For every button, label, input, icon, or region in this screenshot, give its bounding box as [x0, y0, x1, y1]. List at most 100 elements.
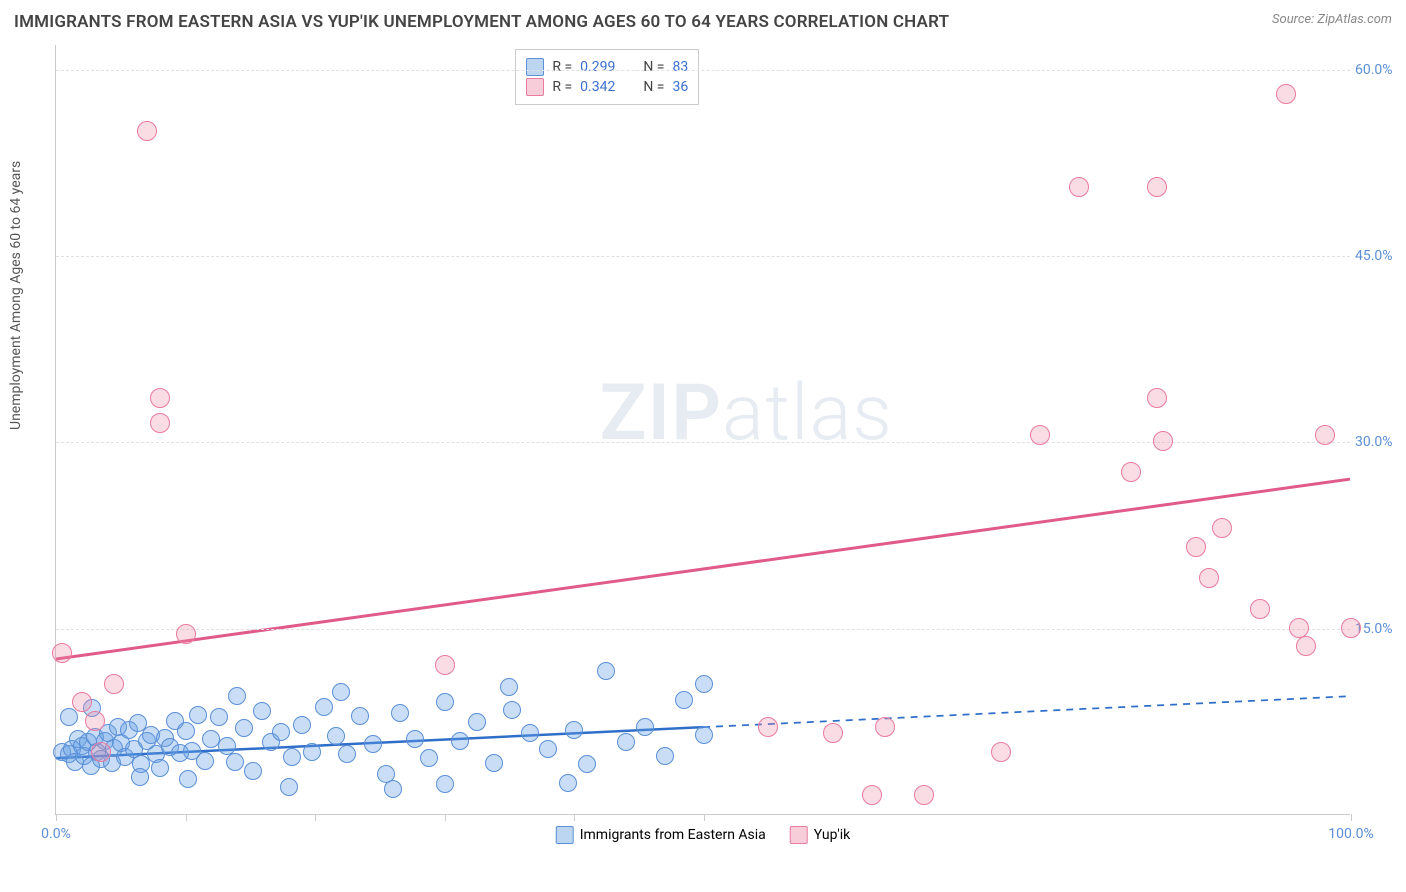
scatter-point — [500, 678, 518, 696]
series-legend-item: Immigrants from Eastern Asia — [556, 826, 766, 844]
scatter-point — [1147, 177, 1167, 197]
scatter-point — [226, 753, 244, 771]
legend-n-label: N = — [643, 59, 664, 75]
scatter-point — [151, 759, 169, 777]
x-tick — [704, 814, 705, 821]
scatter-point — [210, 708, 228, 726]
legend-row: R = 0.342 N = 36 — [526, 78, 688, 96]
correlation-legend: R =0.299N =83R =0.342N =36 — [515, 49, 699, 105]
scatter-point — [559, 774, 577, 792]
scatter-point — [177, 722, 195, 740]
scatter-point — [1276, 84, 1296, 104]
x-tick — [56, 814, 57, 821]
scatter-point — [150, 388, 170, 408]
scatter-point — [451, 732, 469, 750]
scatter-point — [503, 701, 521, 719]
scatter-point — [1153, 431, 1173, 451]
scatter-point — [327, 727, 345, 745]
y-axis-label: Unemployment Among Ages 60 to 64 years — [8, 161, 24, 430]
scatter-point — [1296, 636, 1316, 656]
scatter-point — [521, 724, 539, 742]
series-legend: Immigrants from Eastern Asia Yup'ik — [556, 826, 851, 844]
scatter-point — [179, 770, 197, 788]
legend-row: R =0.299N =83 — [526, 58, 688, 76]
legend-swatch — [556, 826, 574, 844]
scatter-point — [283, 748, 301, 766]
scatter-point — [228, 687, 246, 705]
scatter-point — [636, 718, 654, 736]
scatter-point — [675, 691, 693, 709]
scatter-point — [1069, 177, 1089, 197]
title-bar: IMMIGRANTS FROM EASTERN ASIA VS YUP'IK U… — [14, 12, 1392, 32]
scatter-point — [196, 752, 214, 770]
y-tick-label: 30.0% — [1355, 434, 1406, 450]
watermark-bold: ZIP — [599, 368, 722, 459]
x-tick — [315, 814, 316, 821]
scatter-point — [468, 713, 486, 731]
chart-title: IMMIGRANTS FROM EASTERN ASIA VS YUP'IK U… — [14, 12, 949, 32]
scatter-point — [351, 707, 369, 725]
series-name: Yup'ik — [814, 827, 850, 843]
legend-n-value: 83 — [672, 59, 688, 75]
scatter-point — [303, 743, 321, 761]
gridline — [56, 70, 1350, 71]
scatter-point — [656, 747, 674, 765]
legend-n-value: 36 — [672, 79, 688, 95]
x-tick — [445, 814, 446, 821]
scatter-point — [991, 742, 1011, 762]
y-tick-label: 60.0% — [1355, 62, 1406, 78]
scatter-point — [338, 745, 356, 763]
scatter-point — [420, 749, 438, 767]
x-tick-label: 0.0% — [41, 826, 71, 842]
scatter-point — [1030, 425, 1050, 445]
legend-n-label: N = — [643, 79, 664, 95]
scatter-point — [131, 768, 149, 786]
scatter-point — [315, 698, 333, 716]
source-attribution: Source: ZipAtlas.com — [1272, 12, 1392, 27]
scatter-point — [189, 706, 207, 724]
y-tick-label: 15.0% — [1355, 621, 1406, 637]
legend-r-label: R = — [552, 59, 572, 75]
gridline — [56, 256, 1350, 257]
x-tick-label: 100.0% — [1328, 826, 1373, 842]
scatter-point — [617, 733, 635, 751]
scatter-point — [364, 735, 382, 753]
legend-r-label: R = — [552, 79, 572, 95]
scatter-point — [914, 785, 934, 805]
scatter-point — [1147, 388, 1167, 408]
scatter-point — [1121, 462, 1141, 482]
plot-area: ZIPatlas R =0.299N =83R =0.342N =36 Immi… — [55, 45, 1350, 815]
series-name: Immigrants from Eastern Asia — [580, 827, 766, 843]
scatter-point — [695, 675, 713, 693]
scatter-point — [695, 726, 713, 744]
scatter-point — [1250, 599, 1270, 619]
series-legend-item: Yup'ik — [790, 826, 850, 844]
scatter-point — [436, 693, 454, 711]
scatter-point — [1212, 518, 1232, 538]
scatter-point — [52, 643, 72, 663]
scatter-point — [104, 674, 124, 694]
scatter-point — [60, 708, 78, 726]
x-tick — [186, 814, 187, 821]
trend-line-dashed — [703, 696, 1350, 727]
scatter-point — [758, 717, 778, 737]
scatter-point — [406, 730, 424, 748]
scatter-point — [150, 413, 170, 433]
scatter-point — [332, 683, 350, 701]
scatter-point — [862, 785, 882, 805]
scatter-point — [85, 711, 105, 731]
trend-lines-layer — [56, 45, 1350, 814]
scatter-point — [272, 723, 290, 741]
legend-swatch — [790, 826, 808, 844]
scatter-point — [91, 742, 111, 762]
scatter-point — [565, 721, 583, 739]
scatter-point — [1315, 425, 1335, 445]
legend-r-value: 0.342 — [580, 79, 615, 95]
scatter-point — [1289, 618, 1309, 638]
scatter-point — [597, 662, 615, 680]
trend-line-solid — [56, 479, 1350, 659]
scatter-point — [176, 624, 196, 644]
scatter-point — [875, 717, 895, 737]
scatter-point — [578, 755, 596, 773]
scatter-point — [72, 692, 92, 712]
